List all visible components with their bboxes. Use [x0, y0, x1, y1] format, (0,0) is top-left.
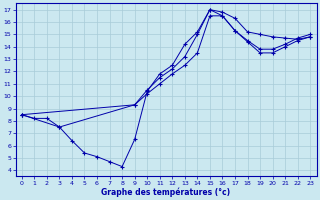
X-axis label: Graphe des températures (°c): Graphe des températures (°c) [101, 187, 231, 197]
